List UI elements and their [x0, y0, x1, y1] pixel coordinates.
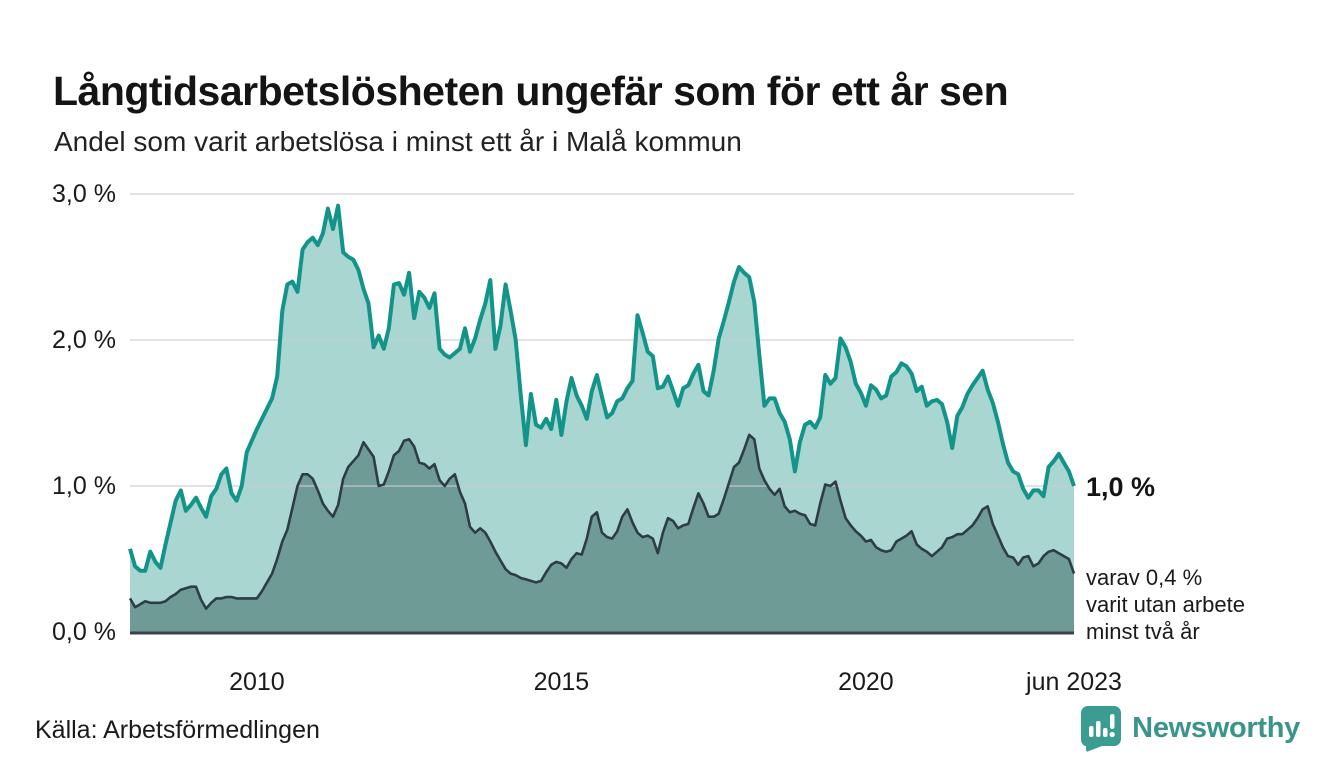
line-two-years	[128, 433, 1076, 610]
x-axis-tick-label: jun 2023	[1025, 668, 1122, 696]
page-title: Långtidsarbetslösheten ungefär som för e…	[53, 68, 1009, 115]
y-axis-tick-label: 1,0 %	[52, 472, 116, 500]
line-one-year	[128, 203, 1076, 573]
latest-value-label: 1,0 %	[1086, 472, 1156, 502]
x-axis-tick-label: 2010	[229, 668, 285, 696]
y-axis-tick-label: 0,0 %	[52, 618, 116, 646]
y-axis-tick-label: 3,0 %	[52, 180, 116, 208]
x-axis-tick-label: 2015	[534, 668, 590, 696]
newsworthy-logo: Newsworthy	[1080, 704, 1300, 752]
newsworthy-logo-text: Newsworthy	[1132, 711, 1300, 744]
source-caption: Källa: Arbetsförmedlingen	[35, 716, 320, 744]
page-subtitle: Andel som varit arbetslösa i minst ett å…	[54, 126, 742, 157]
latest-breakdown-label: varav 0,4 % varit utan arbete minst två …	[1086, 565, 1245, 644]
x-axis-tick-label: 2020	[838, 668, 894, 696]
y-axis-tick-label: 2,0 %	[52, 326, 116, 354]
newsworthy-logo-icon	[1081, 706, 1122, 752]
